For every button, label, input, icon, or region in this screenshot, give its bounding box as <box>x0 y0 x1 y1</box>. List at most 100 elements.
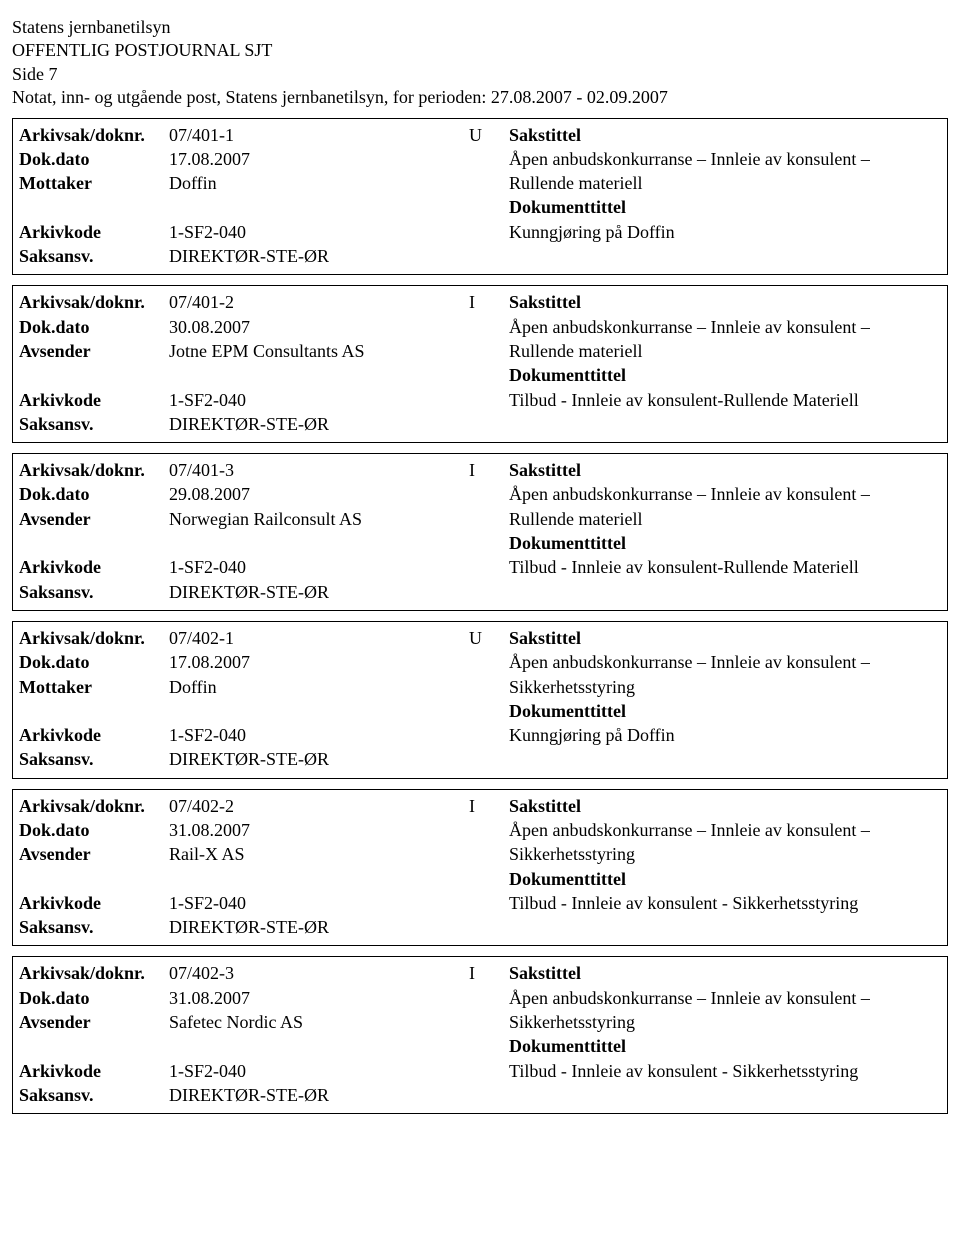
value-arkivkode: 1-SF2-040 <box>169 1059 469 1083</box>
label-arkivsak: Arkivsak/doknr. <box>19 123 169 147</box>
value-sakstittel-2: Sikkerhetsstyring <box>509 675 941 699</box>
value-direction: I <box>469 290 499 314</box>
label-sakstittel: Sakstittel <box>509 626 941 650</box>
value-doknr: 07/401-3 <box>169 458 469 482</box>
label-party: Avsender <box>19 842 169 866</box>
value-sakstittel-2: Rullende materiell <box>509 339 941 363</box>
spacer <box>19 531 169 555</box>
value-dokdato: 29.08.2007 <box>169 482 469 506</box>
label-party: Mottaker <box>19 675 169 699</box>
label-dokdato: Dok.dato <box>19 650 169 674</box>
page-header: Statens jernbanetilsyn OFFENTLIG POSTJOU… <box>12 16 948 110</box>
label-arkivkode: Arkivkode <box>19 555 169 579</box>
record-right: SakstittelÅpen anbudskonkurranse – Innle… <box>509 626 941 772</box>
value-dokumenttittel: Tilbud - Innleie av konsulent - Sikkerhe… <box>509 891 941 915</box>
value-sakstittel-1: Åpen anbudskonkurranse – Innleie av kons… <box>509 818 941 842</box>
label-arkivsak: Arkivsak/doknr. <box>19 794 169 818</box>
record-left: Arkivsak/doknr.07/402-1UDok.dato17.08.20… <box>19 626 499 772</box>
label-sakstittel: Sakstittel <box>509 961 941 985</box>
journal-record: Arkivsak/doknr.07/401-1UDok.dato17.08.20… <box>12 118 948 276</box>
label-dokumenttittel: Dokumenttittel <box>509 1034 941 1058</box>
label-arkivkode: Arkivkode <box>19 388 169 412</box>
value-doknr: 07/402-2 <box>169 794 469 818</box>
value-sakstittel-2: Sikkerhetsstyring <box>509 842 941 866</box>
value-sakstittel-2: Sikkerhetsstyring <box>509 1010 941 1034</box>
value-sakstittel-1: Åpen anbudskonkurranse – Innleie av kons… <box>509 482 941 506</box>
record-left: Arkivsak/doknr.07/401-3IDok.dato29.08.20… <box>19 458 499 604</box>
value-saksansv: DIREKTØR-STE-ØR <box>169 747 469 771</box>
label-arkivkode: Arkivkode <box>19 891 169 915</box>
value-saksansv: DIREKTØR-STE-ØR <box>169 244 469 268</box>
label-arkivkode: Arkivkode <box>19 220 169 244</box>
spacer <box>19 699 169 723</box>
value-direction: I <box>469 961 499 985</box>
spacer <box>19 195 169 219</box>
value-dokumenttittel: Tilbud - Innleie av konsulent - Sikkerhe… <box>509 1059 941 1083</box>
label-dokumenttittel: Dokumenttittel <box>509 867 941 891</box>
label-sakstittel: Sakstittel <box>509 123 941 147</box>
record-right: SakstittelÅpen anbudskonkurranse – Innle… <box>509 794 941 940</box>
value-doknr: 07/401-2 <box>169 290 469 314</box>
value-sakstittel-2: Rullende materiell <box>509 507 941 531</box>
label-dokdato: Dok.dato <box>19 315 169 339</box>
record-left: Arkivsak/doknr.07/401-1UDok.dato17.08.20… <box>19 123 499 269</box>
value-arkivkode: 1-SF2-040 <box>169 555 469 579</box>
record-right: SakstittelÅpen anbudskonkurranse – Innle… <box>509 290 941 436</box>
header-line-2: OFFENTLIG POSTJOURNAL SJT <box>12 39 948 62</box>
label-saksansv: Saksansv. <box>19 1083 169 1107</box>
value-party: Doffin <box>169 675 469 699</box>
spacer <box>19 867 169 891</box>
value-dokumenttittel: Kunngjøring på Doffin <box>509 723 941 747</box>
label-dokumenttittel: Dokumenttittel <box>509 699 941 723</box>
value-arkivkode: 1-SF2-040 <box>169 723 469 747</box>
header-line-3: Side 7 <box>12 63 948 86</box>
label-dokdato: Dok.dato <box>19 818 169 842</box>
value-saksansv: DIREKTØR-STE-ØR <box>169 915 469 939</box>
label-sakstittel: Sakstittel <box>509 458 941 482</box>
label-party: Avsender <box>19 507 169 531</box>
value-doknr: 07/402-3 <box>169 961 469 985</box>
label-arkivsak: Arkivsak/doknr. <box>19 961 169 985</box>
label-dokumenttittel: Dokumenttittel <box>509 531 941 555</box>
value-party: Norwegian Railconsult AS <box>169 507 469 531</box>
record-left: Arkivsak/doknr.07/401-2IDok.dato30.08.20… <box>19 290 499 436</box>
record-left: Arkivsak/doknr.07/402-3I Dok.dato31.08.20… <box>19 961 499 1107</box>
record-right: SakstittelÅpen anbudskonkurranse – Innle… <box>509 961 941 1107</box>
records-container: Arkivsak/doknr.07/401-1UDok.dato17.08.20… <box>12 118 948 1115</box>
value-party: Doffin <box>169 171 469 195</box>
value-sakstittel-1: Åpen anbudskonkurranse – Innleie av kons… <box>509 315 941 339</box>
label-party: Mottaker <box>19 171 169 195</box>
value-dokdato: 31.08.2007 <box>169 818 469 842</box>
value-arkivkode: 1-SF2-040 <box>169 220 469 244</box>
record-right: SakstittelÅpen anbudskonkurranse – Innle… <box>509 123 941 269</box>
value-sakstittel-1: Åpen anbudskonkurranse – Innleie av kons… <box>509 986 941 1010</box>
label-dokdato: Dok.dato <box>19 482 169 506</box>
label-arkivsak: Arkivsak/doknr. <box>19 626 169 650</box>
value-dokdato: 31.08.2007 <box>169 986 469 1010</box>
label-saksansv: Saksansv. <box>19 244 169 268</box>
label-sakstittel: Sakstittel <box>509 794 941 818</box>
value-sakstittel-2: Rullende materiell <box>509 171 941 195</box>
value-party: Safetec Nordic AS <box>169 1010 469 1034</box>
spacer <box>19 1034 169 1058</box>
value-dokdato: 30.08.2007 <box>169 315 469 339</box>
value-arkivkode: 1-SF2-040 <box>169 891 469 915</box>
value-sakstittel-1: Åpen anbudskonkurranse – Innleie av kons… <box>509 147 941 171</box>
label-party: Avsender <box>19 339 169 363</box>
value-direction: U <box>469 626 499 650</box>
label-dokdato: Dok.dato <box>19 986 169 1010</box>
label-sakstittel: Sakstittel <box>509 290 941 314</box>
value-dokumenttittel: Tilbud - Innleie av konsulent-Rullende M… <box>509 388 941 412</box>
value-dokdato: 17.08.2007 <box>169 650 469 674</box>
value-saksansv: DIREKTØR-STE-ØR <box>169 580 469 604</box>
label-arkivsak: Arkivsak/doknr. <box>19 458 169 482</box>
record-left: Arkivsak/doknr.07/402-2IDok.dato31.08.20… <box>19 794 499 940</box>
value-arkivkode: 1-SF2-040 <box>169 388 469 412</box>
label-saksansv: Saksansv. <box>19 412 169 436</box>
label-arkivkode: Arkivkode <box>19 1059 169 1083</box>
value-dokumenttittel: Tilbud - Innleie av konsulent-Rullende M… <box>509 555 941 579</box>
label-dokdato: Dok.dato <box>19 147 169 171</box>
value-direction: U <box>469 123 499 147</box>
value-party: Rail-X AS <box>169 842 469 866</box>
journal-record: Arkivsak/doknr.07/402-3I Dok.dato31.08.20… <box>12 956 948 1114</box>
